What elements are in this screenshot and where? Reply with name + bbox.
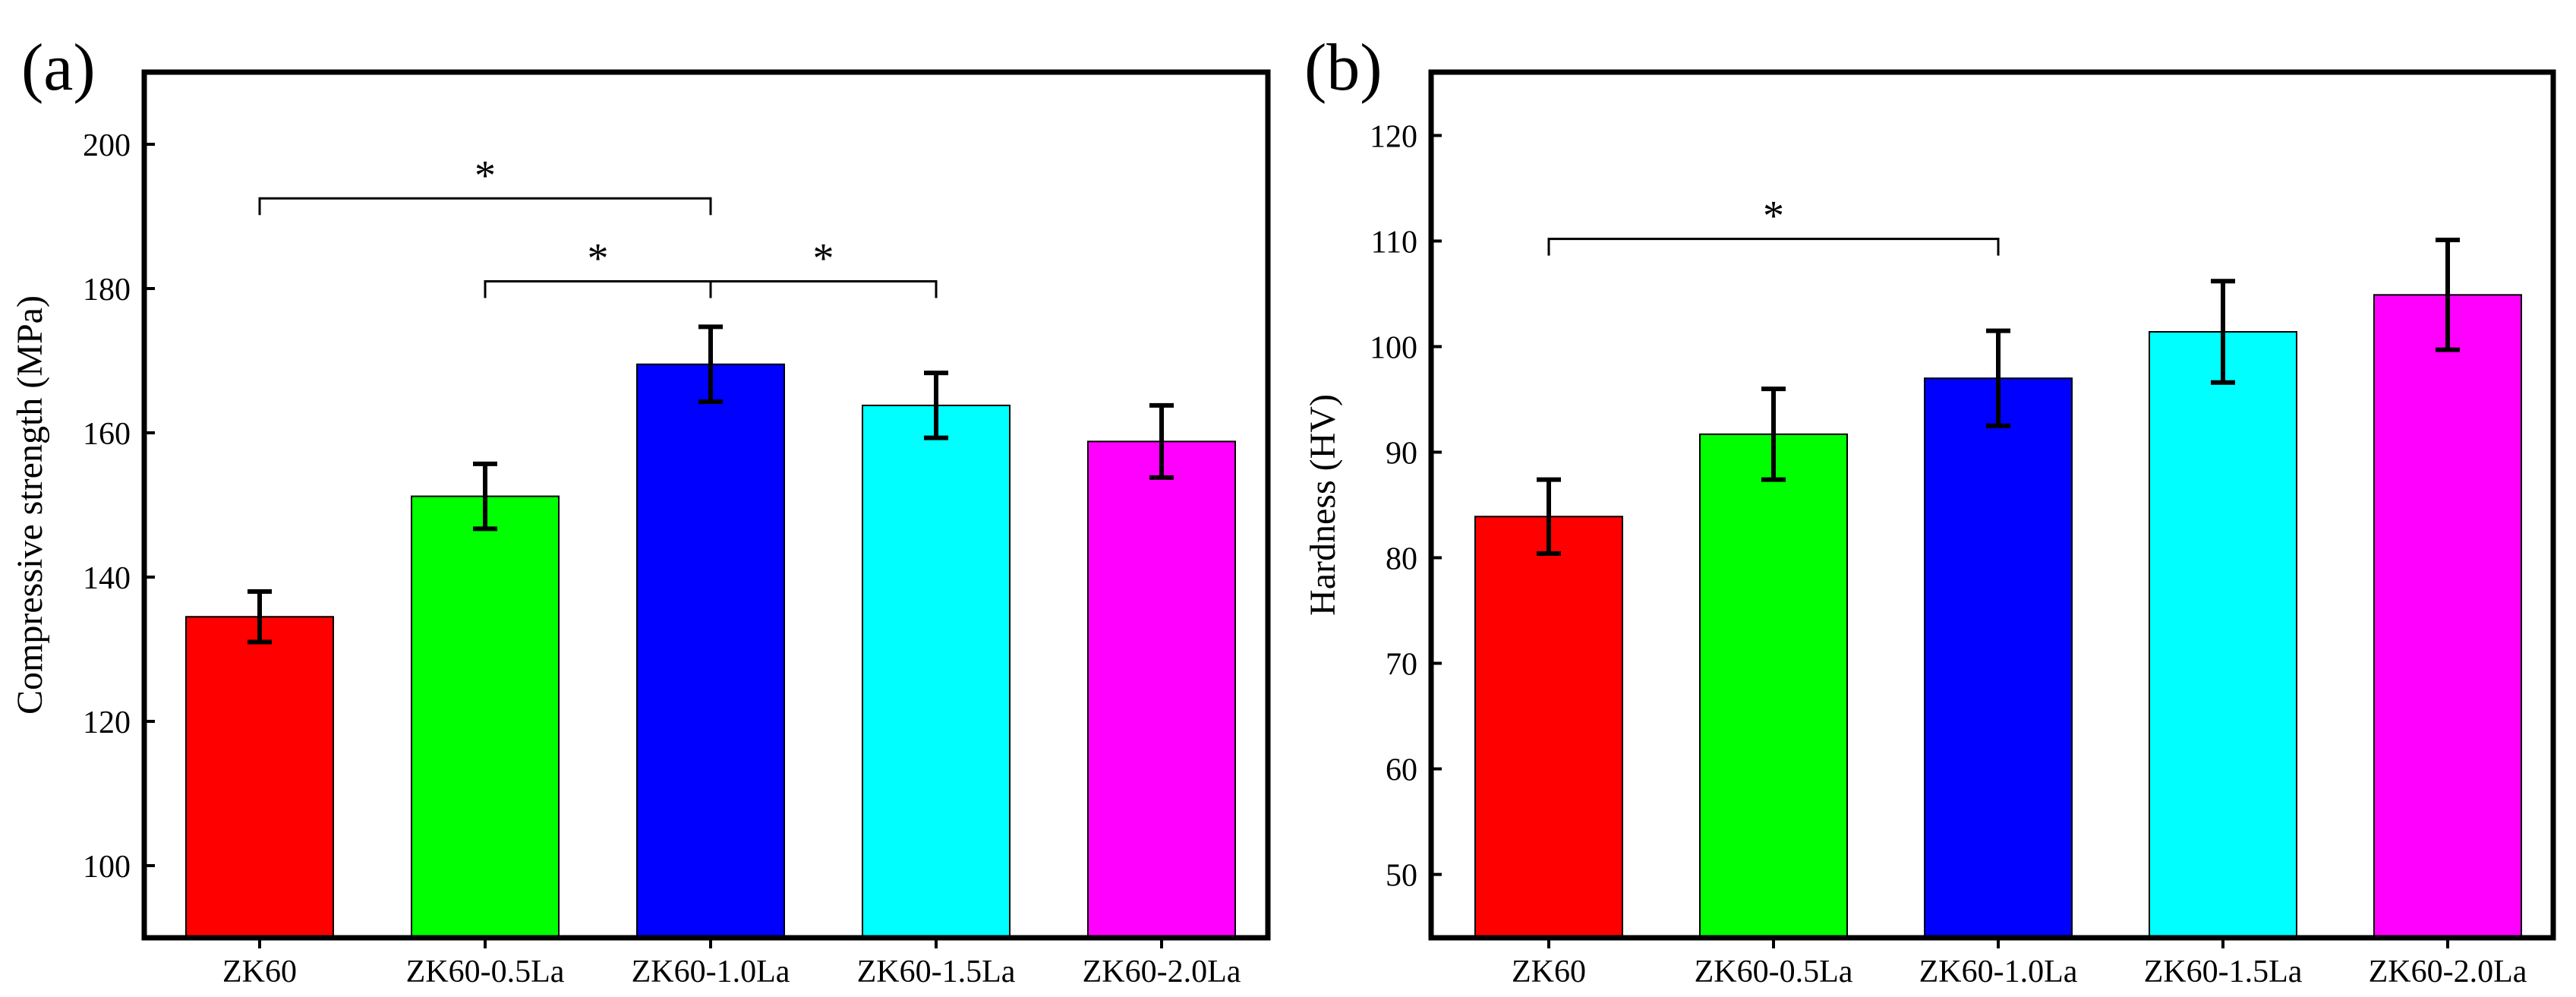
- significance-bracket: [258, 197, 712, 216]
- y-tick-label: 110: [1371, 225, 1417, 260]
- y-tick-label: 180: [83, 273, 131, 308]
- x-tick-label: ZK60-1.5La: [857, 954, 1016, 989]
- significance-star: *: [1763, 193, 1784, 240]
- x-tick-label: ZK60-1.5La: [2144, 954, 2303, 989]
- bar: [636, 363, 785, 939]
- chart-panel-a: (a) Compressive strength (MPa) 100 120 140 16…: [10, 31, 1271, 989]
- y-tick-label: 120: [83, 705, 131, 740]
- bar: [411, 495, 560, 939]
- y-tick-label: 140: [83, 561, 131, 596]
- x-tick-label: ZK60-0.5La: [406, 954, 565, 989]
- x-tick-label: ZK60-1.0La: [1919, 954, 2078, 989]
- axes-frame: [1428, 69, 2556, 941]
- x-tick-label: ZK60-2.0La: [2369, 954, 2527, 989]
- bar: [2373, 294, 2522, 939]
- bar: [1699, 433, 1848, 939]
- significance-bracket: [709, 280, 938, 298]
- panel-label: (a): [21, 31, 96, 105]
- panel-label: (b): [1304, 31, 1383, 105]
- x-tick-label: ZK60-2.0La: [1083, 954, 1241, 989]
- y-tick-label: 160: [83, 417, 131, 452]
- x-tick-label: ZK60: [222, 954, 297, 989]
- bar: [862, 404, 1011, 939]
- y-axis-title: Compressive strength (MPa): [10, 295, 50, 715]
- significance-star: *: [588, 235, 609, 282]
- bar: [1087, 440, 1236, 939]
- y-tick-label: 90: [1386, 436, 1417, 471]
- significance-bracket: [1547, 238, 2000, 256]
- significance-bracket: [484, 280, 712, 298]
- y-tick-label: 80: [1386, 542, 1417, 577]
- bar: [1924, 377, 2073, 939]
- x-tick-label: ZK60-1.0La: [632, 954, 790, 989]
- bar: [1474, 516, 1623, 939]
- y-tick-label: 60: [1386, 753, 1417, 788]
- x-tick-label: ZK60: [1512, 954, 1586, 989]
- y-tick-label: 50: [1386, 859, 1417, 894]
- y-tick-label: 100: [1370, 330, 1417, 365]
- y-axis-title: Hardness (HV): [1303, 394, 1343, 616]
- chart-panel-b: (b) Hardness (HV) 50 60 70 80 90 100 110 120 ZK60 Z…: [1303, 31, 2556, 989]
- bar: [185, 616, 334, 939]
- y-tick-label: 70: [1386, 648, 1417, 683]
- significance-star: *: [813, 235, 834, 282]
- y-tick-label: 200: [83, 128, 131, 163]
- x-tick-label: ZK60-0.5La: [1695, 954, 1853, 989]
- y-tick-label: 120: [1370, 119, 1417, 154]
- y-tick-label: 100: [83, 850, 131, 885]
- significance-star: *: [475, 152, 496, 199]
- bar: [2149, 331, 2297, 939]
- axes-frame: [141, 69, 1271, 941]
